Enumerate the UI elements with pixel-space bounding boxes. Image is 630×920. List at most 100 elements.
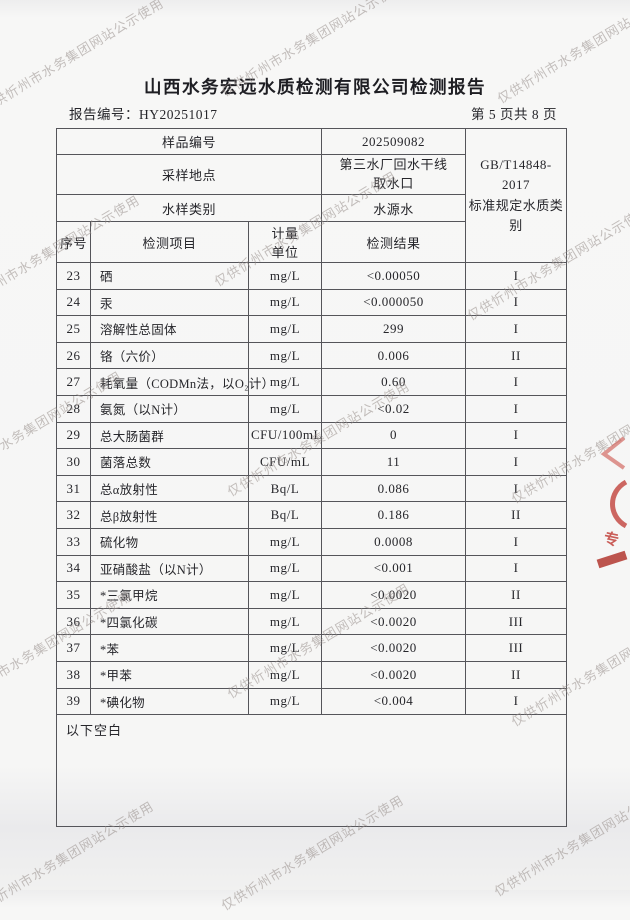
sampling-location-label: 采样地点 [56,154,322,195]
result-row: 34 亚硝酸盐（以N计） mg/L <0.001 I [56,554,567,583]
cell-item: *三氯甲烷 [90,581,249,609]
cell-class: I [465,474,567,503]
sampling-location-value: 第三水厂回水干线取水口 [321,154,466,195]
cell-result: <0.001 [321,554,466,583]
below-blank-note: 以下空白 [56,714,567,828]
cell-result: 11 [321,448,466,476]
cell-no: 38 [56,660,91,689]
cell-item: 亚硝酸盐（以N计） [90,554,249,583]
seal-character: 专 [602,529,620,550]
cell-result: 0.0008 [321,527,466,556]
seal-arc [610,479,628,529]
cell-class: I [465,394,567,423]
results-table: 样品编号 202509082 GB/T14848-2017 标准规定水质类别 采… [56,128,567,828]
cell-class: I [465,554,567,583]
sample-no-value: 202509082 [321,128,466,155]
cell-no: 31 [56,474,91,503]
report-meta: 报告编号：HY20251017 第 5 页共 8 页 [56,103,566,123]
cell-no: 24 [56,288,91,317]
cell-unit: mg/L [248,394,322,423]
cell-result: 0 [321,421,466,450]
cell-class: III [465,607,567,636]
result-row: 27 耗氧量（CODMn法，以O₂计） mg/L 0.60 I [56,368,567,396]
result-row: 29 总大肠菌群 CFU/100mL 0 I [56,421,567,450]
cell-no: 28 [56,394,91,423]
water-category-value: 水源水 [321,194,466,222]
cell-no: 33 [56,527,91,556]
cell-item: 硒 [90,262,249,290]
sample-no-label: 样品编号 [56,128,322,155]
cell-unit: mg/L [248,341,322,370]
cell-unit: mg/L [248,607,322,636]
cell-item: *碘化物 [90,687,249,716]
cell-result: <0.02 [321,394,466,423]
page-title: 山西水务宏远水质检测有限公司检测报告 [144,77,486,97]
cell-class: III [465,634,567,662]
cell-no: 39 [56,687,91,716]
cell-item: 耗氧量（CODMn法，以O₂计） [90,368,274,396]
standard-code: GB/T14848-2017 [480,157,552,193]
cell-no: 35 [56,581,91,609]
col-header-no: 序号 [56,221,91,263]
cell-result: <0.000050 [321,288,466,317]
cell-unit: mg/L [248,634,322,662]
cell-unit: Bq/L [248,474,322,503]
result-row: 36 *四氯化碳 mg/L <0.0020 III [56,607,567,636]
cell-class: I [465,315,567,343]
results-body: 23 硒 mg/L <0.00050 I 24 汞 mg/L <0.000050 I 25 溶解性总固… [56,262,567,716]
report-number-label: 报告编号： [69,107,139,122]
cell-no: 32 [56,501,91,529]
cell-item: 总大肠菌群 [90,421,249,450]
col-header-unit: 计量 单位 [248,221,322,263]
cell-result: <0.0020 [321,634,466,662]
cell-item: 氨氮（以N计） [90,394,249,423]
sample-no-row: 样品编号 202509082 GB/T14848-2017 标准规定水质类别 [56,128,567,263]
result-row: 31 总α放射性 Bq/L 0.086 I [56,474,567,503]
cell-class: I [465,448,567,476]
cell-no: 29 [56,421,91,450]
result-row: 26 铬（六价） mg/L 0.006 II [56,341,567,370]
cell-class: II [465,581,567,609]
result-row: 30 菌落总数 CFU/mL 11 I [56,448,567,476]
cell-result: 0.60 [321,368,466,396]
cell-item: *苯 [90,634,249,662]
cell-no: 30 [56,448,91,476]
cell-unit: CFU/100mL [248,421,322,450]
result-row: 23 硒 mg/L <0.00050 I [56,262,567,290]
sampling-location-row: 采样地点 第三水厂回水干线取水口 [56,154,567,195]
red-seal-partial: 专 [596,436,628,569]
cell-unit: Bq/L [248,501,322,529]
result-row: 32 总β放射性 Bq/L 0.186 II [56,501,567,529]
page-indicator: 第 5 页共 8 页 [471,107,557,122]
sample-info-section: 样品编号 202509082 GB/T14848-2017 标准规定水质类别 采… [56,128,567,263]
cell-unit: mg/L [248,527,322,556]
footer-section: 以下空白 [56,714,567,828]
cell-unit: mg/L [248,687,322,716]
report-number-value: HY20251017 [139,107,218,122]
cell-no: 26 [56,341,91,370]
result-row: 38 *甲苯 mg/L <0.0020 II [56,660,567,689]
cell-item: 硫化物 [90,527,249,556]
cell-unit: mg/L [248,262,322,290]
result-row: 37 *苯 mg/L <0.0020 III [56,634,567,662]
cell-class: II [465,501,567,529]
cell-no: 36 [56,607,91,636]
cell-no: 27 [56,368,91,396]
cell-item: 总α放射性 [90,474,249,503]
cell-unit: mg/L [248,581,322,609]
water-category-row: 水样类别 水源水 [56,194,567,222]
result-row: 28 氨氮（以N计） mg/L <0.02 I [56,394,567,423]
cell-item: 汞 [90,288,249,317]
cell-result: 0.086 [321,474,466,503]
cell-result: 0.186 [321,501,466,529]
cell-result: <0.0020 [321,581,466,609]
cell-item: 总β放射性 [90,501,249,529]
standard-cell: GB/T14848-2017 标准规定水质类别 [465,128,567,263]
result-row: 35 *三氯甲烷 mg/L <0.0020 II [56,581,567,609]
cell-no: 25 [56,315,91,343]
result-row: 25 溶解性总固体 mg/L 299 I [56,315,567,343]
cell-result: <0.00050 [321,262,466,290]
result-row: 39 *碘化物 mg/L <0.004 I [56,687,567,716]
cell-class: I [465,368,567,396]
